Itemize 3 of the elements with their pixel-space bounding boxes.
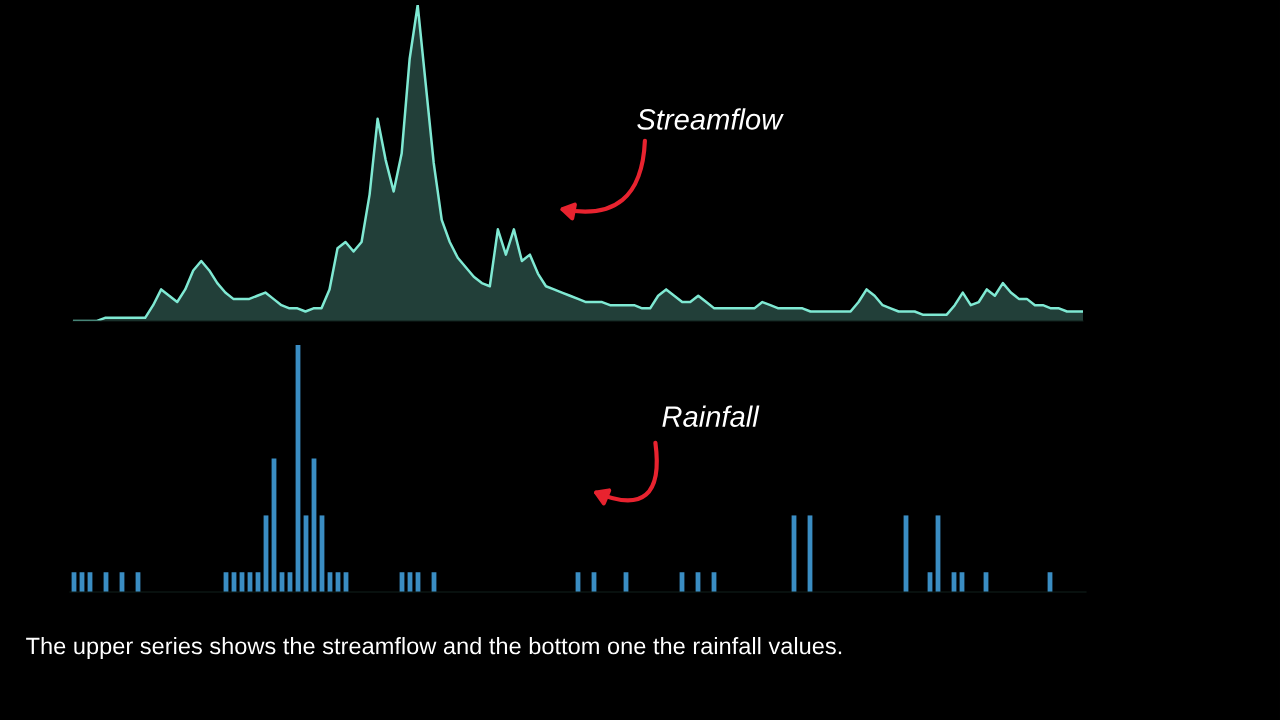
annotation: Rainfall [662,405,760,427]
text: The upper series shows the streamflow and the bottom one the rainfall values. [26,636,842,659]
annotation: Streamflow [637,108,784,130]
